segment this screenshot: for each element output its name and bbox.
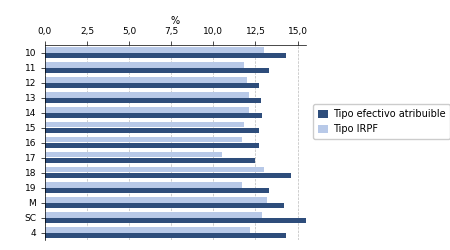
Bar <box>45 128 259 133</box>
Bar <box>45 77 247 82</box>
Bar <box>45 112 262 118</box>
Bar <box>45 137 242 142</box>
Bar <box>45 142 259 148</box>
Bar <box>45 172 291 178</box>
Bar <box>45 197 267 202</box>
X-axis label: %: % <box>171 16 180 26</box>
Bar <box>45 202 284 208</box>
Bar <box>45 62 244 68</box>
Bar <box>45 188 269 193</box>
Bar <box>45 92 249 98</box>
Bar <box>45 68 269 73</box>
Bar <box>45 167 264 172</box>
Bar <box>45 52 286 58</box>
Bar <box>45 158 256 163</box>
Bar <box>45 82 259 88</box>
Bar <box>45 218 306 223</box>
Bar <box>45 182 242 188</box>
Bar <box>45 122 244 128</box>
Bar <box>45 212 262 218</box>
Bar <box>45 232 286 238</box>
Bar <box>45 227 251 232</box>
Bar <box>45 47 264 52</box>
Legend: Tipo efectivo atribuible, Tipo IRPF: Tipo efectivo atribuible, Tipo IRPF <box>314 104 450 139</box>
Bar <box>45 98 261 103</box>
Bar <box>45 107 249 112</box>
Bar <box>45 152 222 158</box>
